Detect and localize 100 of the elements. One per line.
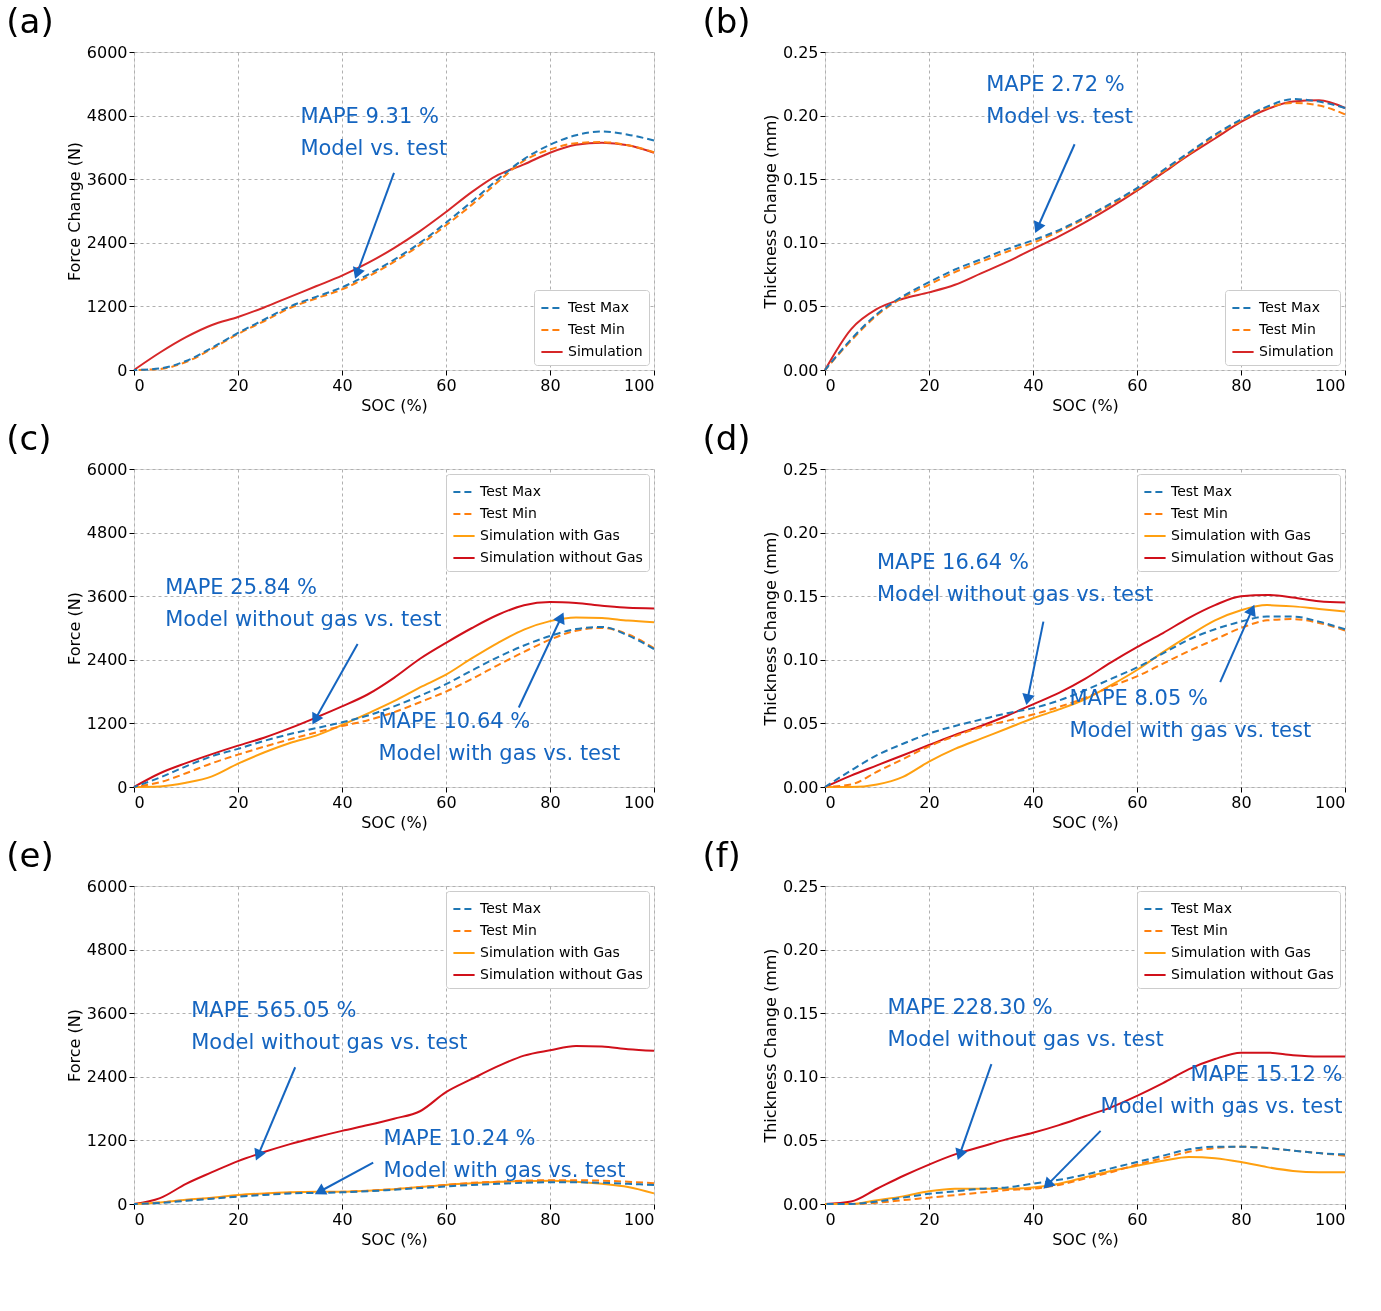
y-tick-label: 6000 — [86, 459, 128, 479]
x-tick-label: 100 — [1314, 375, 1346, 395]
y-tick-label: 0.00 — [782, 777, 819, 797]
x-tick-label: 0 — [134, 792, 145, 812]
x-axis-title: SOC (%) — [361, 1229, 428, 1249]
x-tick-label: 60 — [1127, 792, 1148, 812]
legend-label: Test Min — [1170, 505, 1228, 521]
x-axis-title: SOC (%) — [1052, 812, 1119, 832]
x-tick-label: 20 — [919, 375, 940, 395]
x-tick-label: 0 — [825, 375, 836, 395]
chart-title: (c) — [6, 418, 52, 458]
x-tick-label: 20 — [228, 375, 249, 395]
y-tick-label: 2400 — [86, 1067, 128, 1087]
y-tick-label: 0.05 — [782, 713, 819, 733]
y-axis-title: Thickness Change (mm) — [760, 948, 780, 1144]
annotation: MAPE 10.24 % Model with gas vs. test — [383, 1125, 626, 1182]
legend-label: Simulation — [1259, 343, 1334, 359]
legend-label: Test Min — [1258, 321, 1316, 337]
y-axis-title: Thickness Change (mm) — [760, 531, 780, 727]
x-axis-title: SOC (%) — [361, 812, 428, 832]
annotation: MAPE 10.64 % Model with gas vs. test — [378, 708, 621, 765]
y-tick-label: 0.05 — [782, 1130, 819, 1150]
x-tick-label: 60 — [436, 1209, 457, 1229]
y-tick-label: 0 — [117, 777, 128, 797]
x-tick-label: 80 — [540, 375, 561, 395]
x-tick-label: 60 — [1127, 1209, 1148, 1229]
y-tick-label: 0.00 — [782, 360, 819, 380]
y-tick-label: 6000 — [86, 876, 128, 896]
y-tick-label: 0.25 — [782, 42, 819, 62]
x-tick-label: 80 — [1231, 1209, 1252, 1229]
annotation: MAPE 25.84 % Model without gas vs. test — [165, 575, 442, 632]
annotation: MAPE 565.05 % Model without gas vs. test — [191, 998, 468, 1055]
legend-label: Test Min — [479, 922, 537, 938]
x-tick-label: 40 — [1023, 375, 1044, 395]
legend-label: Simulation without Gas — [1171, 549, 1334, 565]
y-tick-label: 0.25 — [782, 459, 819, 479]
legend-label: Simulation without Gas — [480, 966, 643, 982]
y-tick-label: 0.10 — [782, 1067, 819, 1087]
legend-label: Simulation with Gas — [480, 527, 620, 543]
y-axis-title: Force Change (N) — [64, 141, 84, 282]
x-tick-label: 100 — [623, 1209, 655, 1229]
x-tick-label: 0 — [134, 1209, 145, 1229]
legend-label: Test Min — [1170, 922, 1228, 938]
y-tick-label: 0.05 — [782, 296, 819, 316]
legend-label: Test Max — [1170, 900, 1232, 916]
y-tick-label: 0.20 — [782, 106, 819, 126]
y-tick-label: 0 — [117, 360, 128, 380]
x-tick-label: 80 — [540, 792, 561, 812]
chart-title: (e) — [6, 835, 54, 875]
y-tick-label: 0.20 — [782, 523, 819, 543]
y-tick-label: 3600 — [86, 169, 128, 189]
x-tick-label: 60 — [1127, 375, 1148, 395]
y-tick-label: 6000 — [86, 42, 128, 62]
x-tick-label: 40 — [332, 375, 353, 395]
x-tick-label: 60 — [436, 375, 457, 395]
y-tick-label: 0 — [117, 1194, 128, 1214]
legend-label: Test Max — [1258, 299, 1320, 315]
y-tick-label: 0.10 — [782, 650, 819, 670]
y-tick-label: 0.15 — [782, 169, 819, 189]
annotation: MAPE 2.72 % Model vs. test — [986, 72, 1133, 129]
y-axis-title: Thickness Change (mm) — [760, 114, 780, 310]
y-tick-label: 1200 — [86, 1130, 128, 1150]
x-tick-label: 80 — [540, 1209, 561, 1229]
y-tick-label: 4800 — [86, 523, 128, 543]
legend-label: Test Min — [567, 321, 625, 337]
legend-label: Simulation with Gas — [1171, 944, 1311, 960]
y-tick-label: 0.00 — [782, 1194, 819, 1214]
y-tick-label: 0.15 — [782, 586, 819, 606]
chart-title: (d) — [702, 418, 751, 458]
legend-label: Simulation with Gas — [480, 944, 620, 960]
x-tick-label: 100 — [623, 375, 655, 395]
legend-label: Test Min — [479, 505, 537, 521]
x-tick-label: 40 — [1023, 1209, 1044, 1229]
y-tick-label: 3600 — [86, 1003, 128, 1023]
legend-label: Simulation without Gas — [480, 549, 643, 565]
x-tick-label: 20 — [228, 1209, 249, 1229]
annotation: MAPE 228.30 % Model without gas vs. test — [887, 995, 1164, 1052]
annotation: MAPE 16.64 % Model without gas vs. test — [877, 549, 1154, 606]
y-tick-label: 1200 — [86, 296, 128, 316]
chart-title: (b) — [702, 1, 751, 41]
x-tick-label: 0 — [825, 792, 836, 812]
chart-title: (f) — [702, 835, 741, 875]
x-tick-label: 20 — [919, 1209, 940, 1229]
y-tick-label: 0.15 — [782, 1003, 819, 1023]
x-axis-title: SOC (%) — [1052, 1229, 1119, 1249]
y-tick-label: 4800 — [86, 106, 128, 126]
x-tick-label: 80 — [1231, 792, 1252, 812]
y-tick-label: 2400 — [86, 650, 128, 670]
annotation: MAPE 9.31 % Model vs. test — [300, 104, 448, 161]
y-axis-title: Force (N) — [64, 1009, 84, 1082]
x-tick-label: 40 — [332, 792, 353, 812]
y-axis-title: Force (N) — [64, 592, 84, 665]
y-tick-label: 4800 — [86, 940, 128, 960]
y-tick-label: 3600 — [86, 586, 128, 606]
x-tick-label: 100 — [1314, 792, 1346, 812]
y-tick-label: 0.25 — [782, 876, 819, 896]
legend-label: Simulation without Gas — [1171, 966, 1334, 982]
chart-title: (a) — [6, 1, 54, 41]
x-axis-title: SOC (%) — [361, 395, 428, 415]
y-tick-label: 2400 — [86, 233, 128, 253]
